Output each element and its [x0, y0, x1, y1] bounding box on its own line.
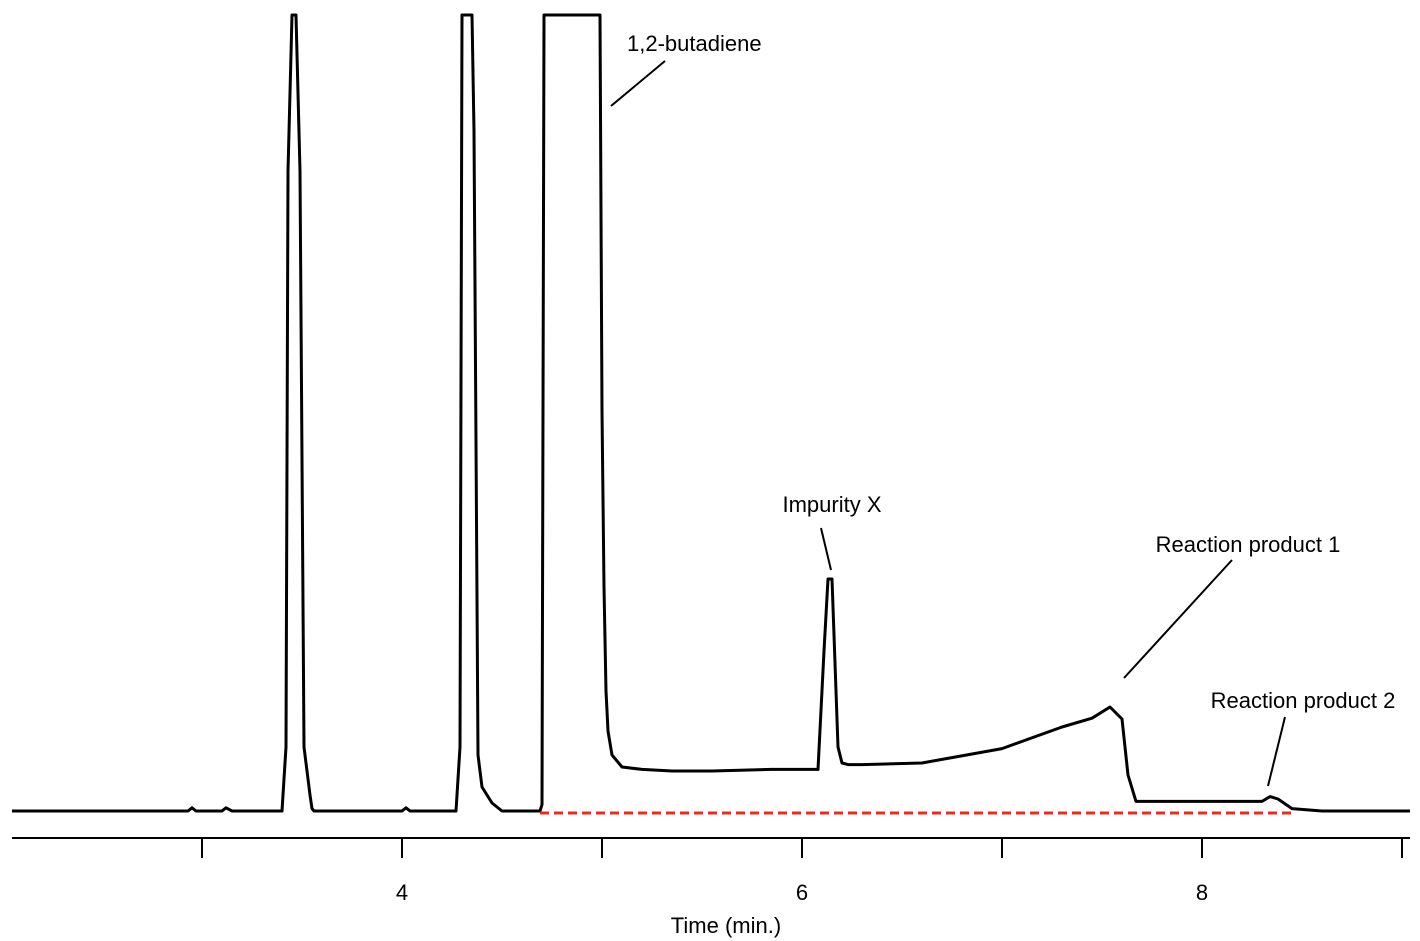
x-tick-label-8: 8 — [1196, 880, 1208, 905]
signal-trace — [12, 13, 1410, 813]
annotation-leader-reaction-product-1 — [1123, 559, 1233, 679]
x-ticks: 4 6 8 — [201, 838, 1403, 905]
annotation-leader-reaction-product-2 — [1267, 716, 1286, 787]
annotation-butadiene: 1,2-butadiene — [627, 31, 762, 56]
annotation-leader-butadiene — [610, 60, 666, 107]
x-axis-title: Time (min.) — [671, 913, 781, 938]
x-tick-label-4: 4 — [396, 880, 408, 905]
annotation-leader-impurity-x — [820, 527, 832, 571]
annotation-reaction-product-1: Reaction product 1 — [1156, 532, 1341, 557]
annotation-impurity-x: Impurity X — [782, 492, 881, 517]
x-axis: 4 6 8 Time (min.) — [12, 837, 1410, 938]
peak-annotations: 1,2-butadiene Impurity X Reaction produc… — [610, 31, 1396, 787]
x-tick-label-6: 6 — [796, 880, 808, 905]
annotation-reaction-product-2: Reaction product 2 — [1211, 688, 1396, 713]
plot-area — [12, 13, 1410, 815]
